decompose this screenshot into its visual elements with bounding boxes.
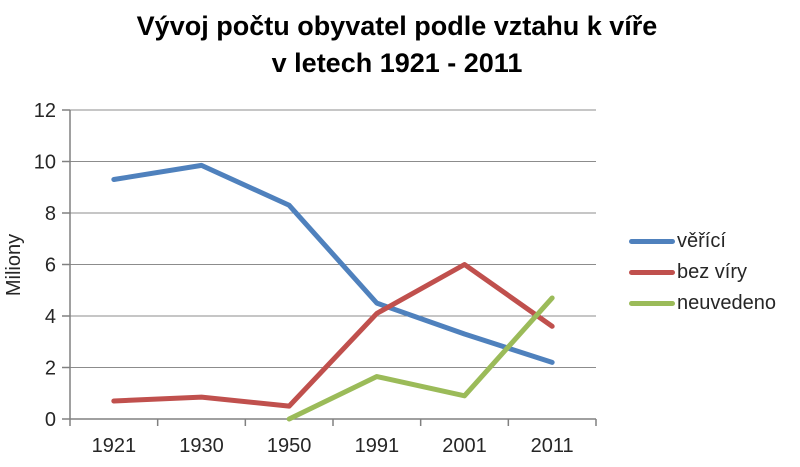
series-line-2 bbox=[286, 295, 555, 422]
legend-swatch bbox=[629, 239, 675, 244]
x-tick-label: 1921 bbox=[92, 435, 137, 457]
x-tick-label: 1991 bbox=[355, 435, 400, 457]
legend-swatch bbox=[629, 270, 675, 275]
chart-title-line2: v letech 1921 - 2011 bbox=[271, 48, 523, 78]
y-tick-label: 10 bbox=[34, 152, 56, 174]
legend: věřící bez víry neuvedeno bbox=[629, 226, 776, 319]
y-tick-label: 4 bbox=[45, 306, 56, 328]
y-tick-label: 0 bbox=[45, 409, 56, 431]
x-tick-label: 2001 bbox=[442, 435, 487, 457]
y-tick-label: 12 bbox=[34, 100, 56, 122]
chart-title: Vývoj počtu obyvatel podle vztahu k víře… bbox=[0, 8, 794, 82]
chart-title-line1: Vývoj počtu obyvatel podle vztahu k víře bbox=[136, 11, 658, 41]
legend-label: věřící bbox=[677, 230, 726, 252]
y-tick-label: 8 bbox=[45, 203, 56, 225]
series-line-0 bbox=[111, 162, 555, 365]
series-line-1 bbox=[111, 262, 555, 409]
legend-label: bez víry bbox=[677, 261, 748, 283]
legend-item-2: neuvedeno bbox=[629, 288, 776, 319]
legend-swatch bbox=[629, 301, 675, 306]
x-tick-label: 1930 bbox=[179, 435, 224, 457]
x-tick-label: 1950 bbox=[267, 435, 312, 457]
legend-label: neuvedeno bbox=[677, 292, 776, 314]
legend-item-0: věřící bbox=[629, 226, 776, 257]
y-tick-label: 6 bbox=[45, 255, 56, 277]
x-tick-label: 2011 bbox=[531, 435, 574, 457]
legend-item-1: bez víry bbox=[629, 257, 776, 288]
y-tick-label: 2 bbox=[45, 358, 56, 380]
